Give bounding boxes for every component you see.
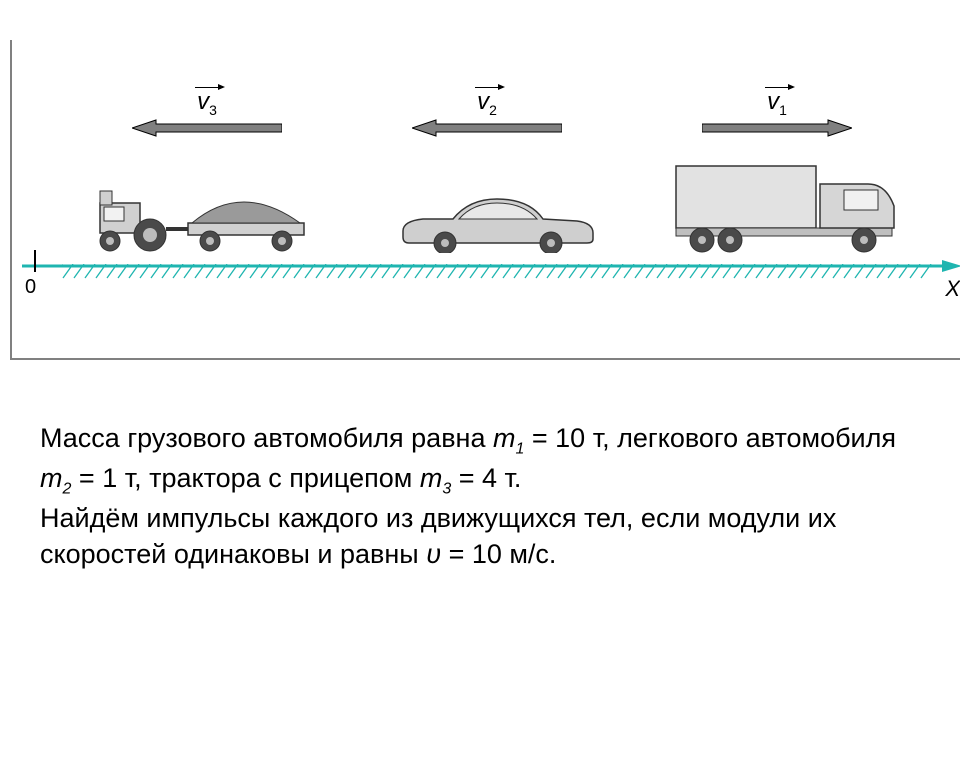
passenger-car (397, 191, 597, 258)
velocity-label-v1: v1 (702, 90, 852, 117)
symbol-m2: m2 (40, 463, 71, 493)
symbol-m3: m3 (420, 463, 451, 493)
tractor-with-trailer (92, 173, 312, 258)
value-v: = 10 м/с. (449, 539, 557, 569)
origin-tick (34, 250, 36, 272)
value-m3: = 4 т. (459, 463, 522, 493)
velocity-label-v2: v2 (412, 90, 562, 117)
ground-hatching (62, 264, 930, 282)
value-m1: = 10 т, (532, 423, 610, 453)
arrow-v1 (702, 119, 852, 137)
velocity-v2: v2 (412, 90, 562, 130)
arrow-v3 (132, 119, 282, 137)
symbol-m1: m1 (493, 423, 524, 453)
origin-label: 0 (25, 276, 36, 299)
x-axis (22, 260, 960, 263)
text: легкового автомобиля (617, 423, 896, 453)
cargo-truck (672, 158, 902, 258)
velocity-v1: v1 (702, 90, 852, 130)
velocity-v3: v3 (132, 90, 282, 130)
physics-diagram: v3 v2 v1 0 X (10, 40, 960, 360)
velocity-label-v3: v3 (132, 90, 282, 117)
x-axis-label: X (945, 276, 960, 302)
text: Масса грузового автомобиля равна (40, 423, 493, 453)
symbol-v: υ (426, 539, 441, 569)
value-m2: = 1 т, трактора с прицепом (79, 463, 420, 493)
arrow-v2 (412, 119, 562, 137)
problem-statement: Масса грузового автомобиля равна m1 = 10… (40, 420, 920, 573)
